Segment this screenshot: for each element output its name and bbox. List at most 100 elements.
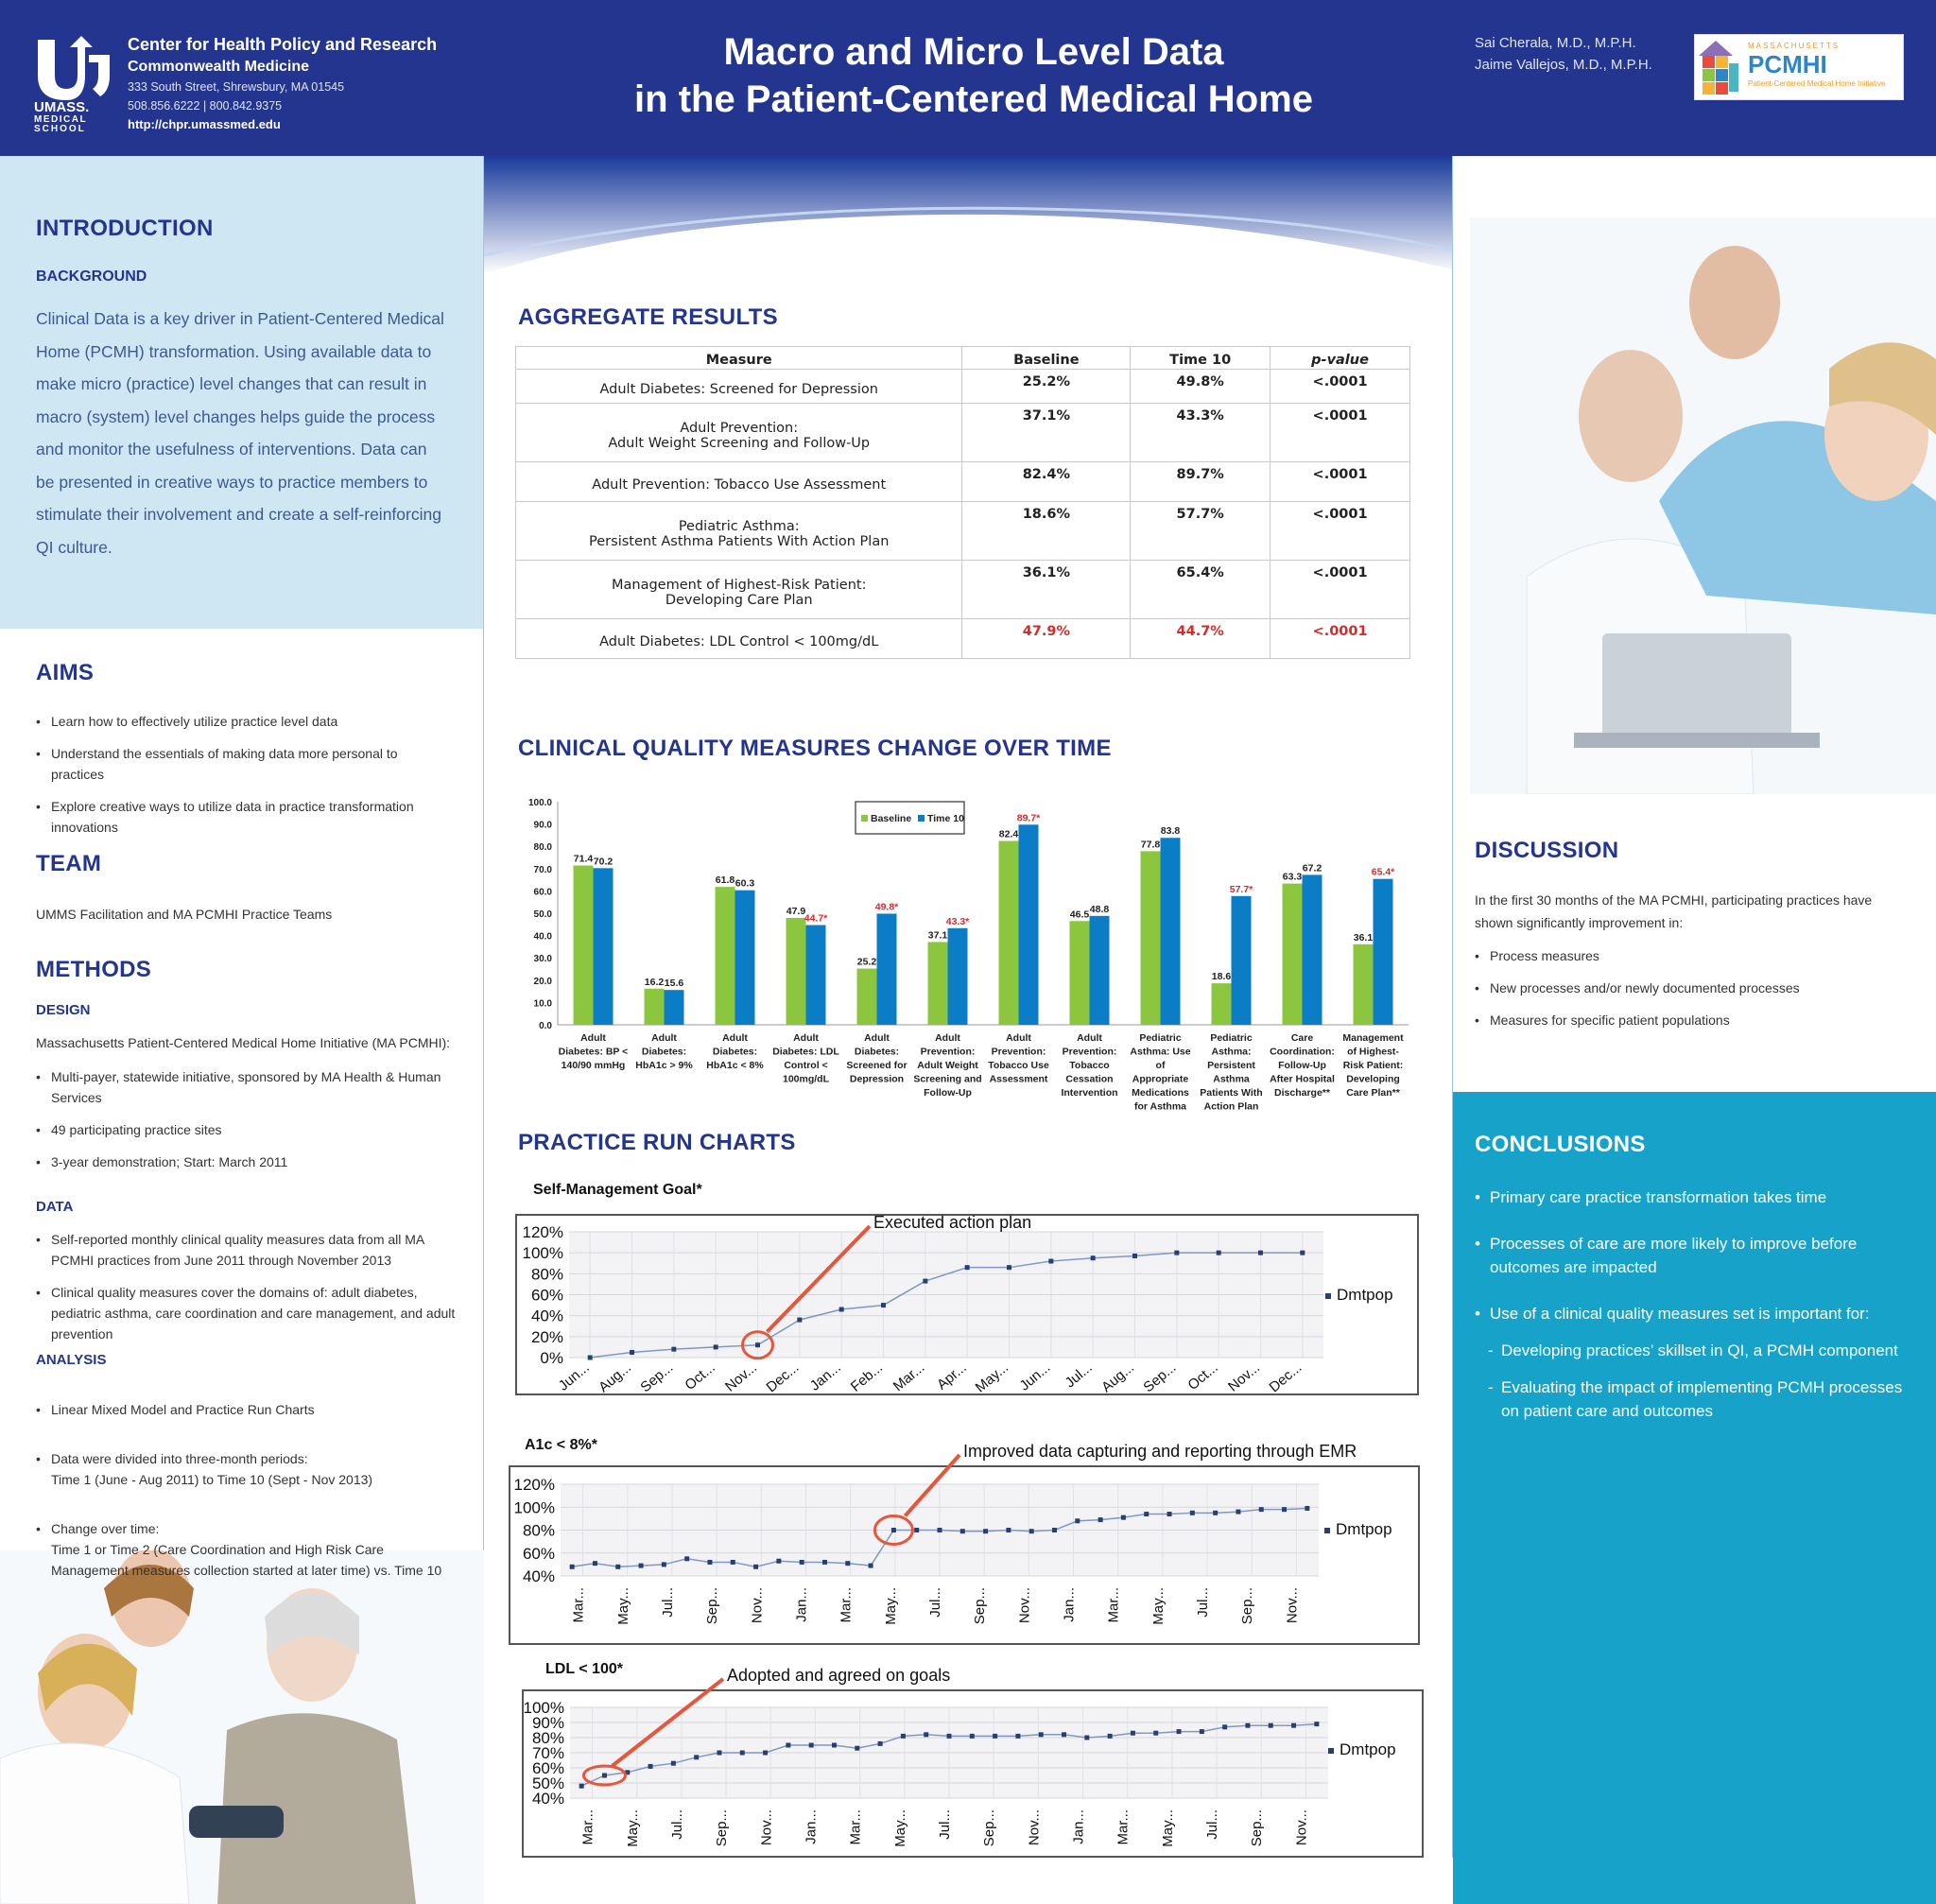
legend-label: Baseline <box>871 813 911 824</box>
bar-time-10 <box>1231 895 1252 1025</box>
x-tick-label: Nov... <box>1026 1809 1042 1845</box>
x-tick-label: Intervention <box>1061 1087 1117 1099</box>
x-tick: Nov... <box>1293 1809 1309 1845</box>
x-tick-label: Screening and <box>913 1074 981 1085</box>
y-tick-label: 0% <box>540 1349 563 1367</box>
annotation-text: Executed action plan <box>873 1213 1031 1232</box>
x-tick: May... <box>1150 1587 1167 1625</box>
data-label: 15.6 <box>665 978 684 989</box>
data-point <box>661 1562 666 1567</box>
y-tick-label: 60% <box>532 1759 564 1777</box>
x-tick-label: Mar... <box>580 1809 596 1845</box>
bar-baseline <box>644 988 665 1025</box>
data-label: 70.2 <box>594 856 614 867</box>
data-label: 60.3 <box>735 878 755 890</box>
x-tick-label: Nov... <box>1284 1587 1300 1623</box>
y-tick-label: 70.0 <box>534 865 553 875</box>
x-tick-label: Mar... <box>1115 1809 1132 1845</box>
bar-time-10 <box>1018 824 1039 1025</box>
org-url[interactable]: http://chpr.umassmed.edu <box>128 117 281 131</box>
pvalue-cell: <.0001 <box>1270 403 1410 462</box>
data-point <box>1167 1512 1172 1517</box>
x-tick: May... <box>883 1587 899 1625</box>
x-tick-label: May... <box>1160 1809 1176 1847</box>
y-tick-label: 0.0 <box>539 1021 552 1031</box>
x-tick-label: May... <box>1150 1587 1167 1625</box>
data-point <box>1007 1265 1011 1271</box>
annotation-text: Improved data capturing and reporting th… <box>963 1442 1357 1461</box>
design-list: Multi-payer, statewide initiative, spons… <box>36 1066 452 1184</box>
list-item: Process measures <box>1475 945 1910 966</box>
data-point <box>890 1528 896 1532</box>
bar-time-10 <box>593 868 614 1025</box>
run-chart-title: LDL < 100* <box>545 1661 624 1677</box>
data-point <box>592 1561 597 1566</box>
introduction-heading: INTRODUCTION <box>36 216 214 241</box>
org-phone: 508.856.6222 | 800.842.9375 <box>128 99 283 113</box>
x-tick-label: Jul... <box>1195 1587 1211 1618</box>
data-label: 46.5 <box>1070 909 1090 920</box>
annotation-line <box>766 1224 872 1334</box>
x-tick: Nov... <box>1284 1587 1300 1623</box>
bar-time-10 <box>805 925 826 1025</box>
table-row: Adult Prevention: Adult Weight Screening … <box>514 403 1410 462</box>
data-point <box>838 1307 844 1312</box>
data-label: 16.2 <box>645 977 665 988</box>
time10-cell: 49.8% <box>1130 369 1271 404</box>
x-tick-label: Jan... <box>803 1809 819 1844</box>
x-tick-label: Prevention: <box>992 1047 1046 1058</box>
x-tick-label: Sep... <box>1249 1809 1265 1846</box>
x-tick-label: Jul... <box>1204 1809 1220 1840</box>
baseline-cell: 25.2% <box>961 369 1132 404</box>
bar-time-10 <box>947 927 968 1025</box>
umass-logo: UMASS. MEDICAL SCHOOL <box>34 34 113 134</box>
discussion-list: Process measures New processes and/or ne… <box>1475 945 1910 1042</box>
list-item: Change over time: Time 1 or Time 2 (Care… <box>36 1518 461 1581</box>
org-name: Center for Health Policy and Research <box>128 35 438 54</box>
x-tick-label: Pediatric <box>1210 1032 1253 1044</box>
x-tick-label: Sep... <box>981 1809 997 1846</box>
annotation-line <box>611 1677 725 1768</box>
data-label: 44.7* <box>804 913 828 925</box>
y-tick-label: 10.0 <box>534 998 553 1009</box>
list-subitem: Developing practices’ skillset in QI, a … <box>1475 1339 1910 1362</box>
x-tick-label: Management <box>1342 1032 1404 1044</box>
x-tick: Sep... <box>714 1809 730 1846</box>
x-tick-label: Adult <box>864 1032 890 1044</box>
aims-heading: AIMS <box>36 660 95 685</box>
data-point <box>638 1563 644 1568</box>
table-row: Adult Diabetes: LDL Control < 100mg/dL 47… <box>514 618 1410 659</box>
x-tick-label: Jul... <box>937 1809 953 1840</box>
x-tick: Jul... <box>927 1587 943 1618</box>
list-item: Self-reported monthly clinical quality m… <box>36 1229 461 1271</box>
x-tick: Sep... <box>1249 1809 1265 1846</box>
x-tick-label: Jan... <box>793 1587 809 1622</box>
legend-swatch <box>1324 1528 1330 1533</box>
x-tick-label: Adult <box>1077 1032 1102 1044</box>
data-point <box>1048 1258 1054 1264</box>
y-tick-label: 60% <box>523 1545 555 1563</box>
list-item: Clinical quality measures cover the doma… <box>36 1282 461 1344</box>
x-tick-label: Prevention: <box>921 1047 976 1058</box>
aims-list: Learn how to effectively utilize practic… <box>36 711 452 849</box>
data-point <box>821 1559 827 1565</box>
measure-cell: Adult Prevention: Adult Weight Screening … <box>514 403 963 462</box>
x-tick-label: 140/90 mmHg <box>562 1060 626 1071</box>
bar-time-10 <box>1373 878 1393 1025</box>
x-tick-label: Diabetes: BP < <box>559 1047 629 1058</box>
data-label: 61.8 <box>716 874 735 886</box>
y-tick-label: 20% <box>531 1328 563 1346</box>
svg-text:PCMHI: PCMHI <box>1748 50 1827 78</box>
bar-baseline <box>715 887 735 1025</box>
bar-time-10 <box>876 913 897 1025</box>
run-chart-title: A1c < 8%* <box>525 1437 598 1453</box>
x-tick-label: Diabetes: <box>642 1047 686 1058</box>
x-tick-label: Adult <box>935 1032 960 1044</box>
x-tick-label: Assessment <box>990 1074 1048 1085</box>
svg-text:MASSACHUSETTS: MASSACHUSETTS <box>1748 42 1840 50</box>
column-divider-right <box>1452 156 1453 1858</box>
data-list: Self-reported monthly clinical quality m… <box>36 1229 461 1356</box>
data-point <box>1258 1507 1264 1513</box>
svg-text:SCHOOL: SCHOOL <box>34 124 86 132</box>
data-point <box>993 1733 998 1739</box>
